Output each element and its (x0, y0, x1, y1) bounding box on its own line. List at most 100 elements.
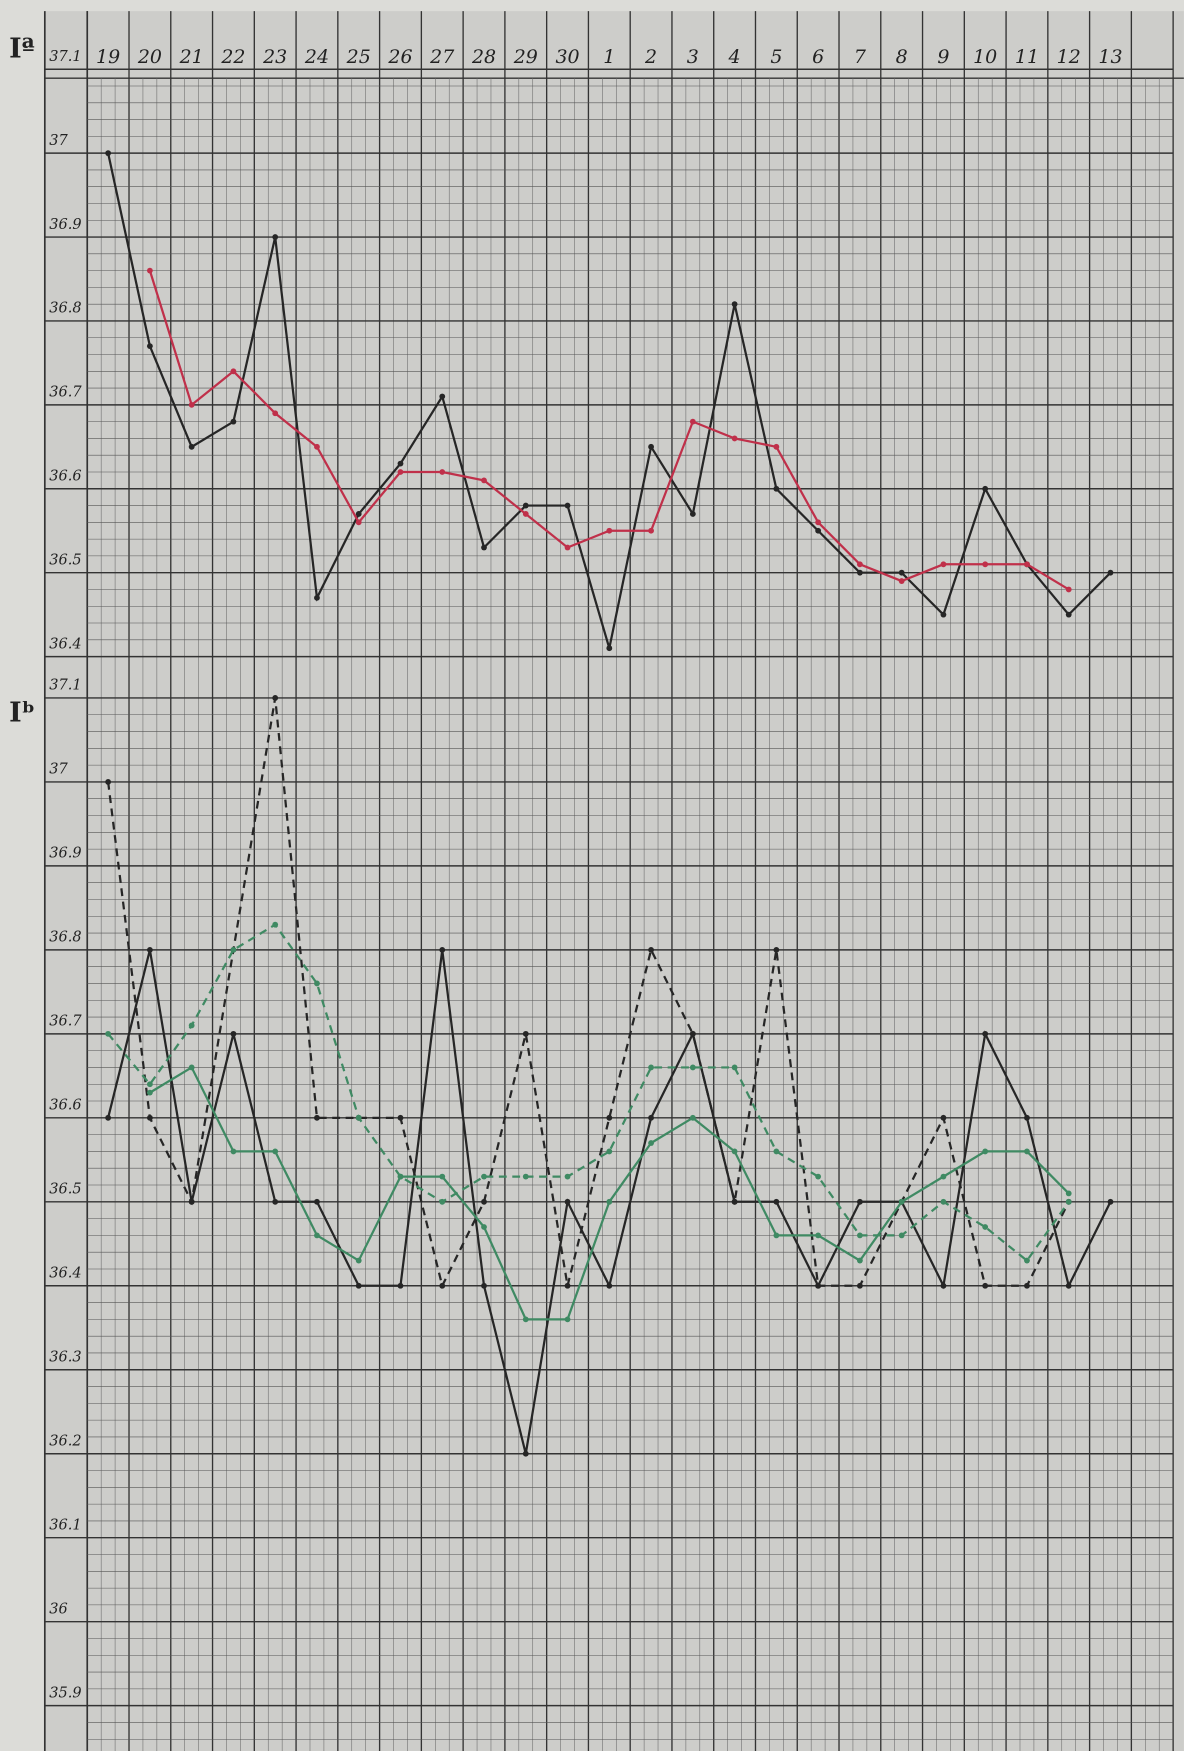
data-point (481, 477, 487, 484)
x-tick-label: 12 (1057, 46, 1081, 68)
y-tick-label: 36.7 (49, 385, 82, 401)
data-point (940, 1173, 947, 1180)
data-point (314, 594, 320, 601)
data-point (1024, 1148, 1030, 1155)
data-point (522, 511, 529, 517)
y-tick-label: 36.6 (49, 1098, 81, 1114)
data-point (940, 1198, 947, 1205)
data-point (1065, 611, 1072, 618)
data-point (439, 1173, 446, 1180)
data-point (355, 511, 362, 517)
data-point (982, 1282, 989, 1289)
data-point (606, 1282, 613, 1289)
x-tick-label: 23 (262, 46, 287, 68)
x-tick-label: 21 (179, 46, 204, 68)
data-point (856, 561, 863, 568)
data-point (230, 1030, 237, 1037)
data-point (689, 1064, 696, 1071)
data-point (272, 234, 279, 240)
data-point (146, 343, 153, 350)
data-point (856, 1257, 863, 1264)
data-point (146, 267, 153, 274)
data-point (397, 460, 404, 467)
y-tick-label: 36.9 (49, 846, 81, 862)
x-tick-label: 20 (137, 46, 162, 68)
data-point (1024, 1257, 1030, 1264)
data-point (564, 1282, 571, 1289)
data-point (1065, 1198, 1072, 1205)
y-tick-label: 37 (49, 762, 68, 778)
data-point (648, 1114, 654, 1121)
data-point (648, 527, 654, 534)
data-point (439, 393, 446, 400)
x-tick-label: 7 (854, 46, 867, 68)
data-point (856, 569, 863, 576)
data-point (522, 502, 529, 509)
data-point (481, 1198, 487, 1205)
data-point (522, 1173, 529, 1180)
data-point (272, 1198, 279, 1205)
data-point (314, 443, 320, 450)
panel-title: Iª (9, 33, 35, 64)
x-tick-label: 11 (1015, 46, 1039, 68)
data-point (188, 1198, 195, 1205)
data-point (689, 418, 696, 425)
data-point (856, 1282, 863, 1289)
data-point (689, 1030, 696, 1037)
data-point (731, 301, 738, 308)
data-point (606, 527, 613, 534)
data-point (314, 980, 320, 987)
data-point (1065, 586, 1072, 593)
data-point (272, 921, 279, 928)
data-point (439, 469, 446, 475)
x-tick-label: 9 (937, 46, 949, 68)
y-tick-label: 36.8 (49, 930, 81, 946)
data-point (522, 1450, 529, 1457)
x-tick-label: 24 (304, 46, 329, 68)
data-point (188, 401, 195, 408)
data-point (1024, 1282, 1030, 1289)
x-tick-label: 1 (603, 46, 615, 68)
data-point (230, 418, 237, 425)
x-tick-label: 2 (644, 46, 657, 68)
data-point (439, 946, 446, 953)
y-tick-label: 36.4 (49, 636, 81, 652)
data-point (606, 645, 613, 652)
data-point (1107, 569, 1114, 576)
x-tick-label: 27 (429, 46, 455, 68)
data-point (188, 1064, 195, 1071)
data-point (773, 485, 780, 492)
x-tick-label: 25 (346, 46, 371, 68)
y-tick-label: 36.5 (49, 1182, 81, 1198)
graph-paper (44, 11, 1184, 1751)
data-point (940, 1282, 947, 1289)
data-point (146, 1081, 153, 1088)
data-point (606, 1114, 613, 1121)
data-point (982, 1224, 989, 1230)
data-point (940, 561, 947, 568)
data-point (606, 1198, 613, 1205)
data-point (773, 946, 780, 953)
data-point (773, 1198, 780, 1205)
y-tick-label: 36.5 (49, 552, 81, 568)
data-point (439, 1282, 446, 1289)
data-point (773, 443, 780, 450)
data-point (815, 1282, 822, 1289)
y-tick-label: 36.4 (49, 1265, 81, 1281)
data-point (481, 1173, 487, 1180)
y-tick-label: 36.6 (49, 468, 81, 484)
x-tick-label: 8 (896, 46, 908, 68)
x-tick-label: 26 (387, 46, 412, 68)
data-point (397, 469, 404, 475)
y-tick-label: 37.1 (49, 49, 81, 65)
data-point (481, 1224, 487, 1230)
data-point (606, 1148, 613, 1155)
data-point (689, 511, 696, 517)
data-point (314, 1232, 320, 1239)
data-point (773, 1232, 780, 1239)
data-point (146, 1089, 153, 1096)
data-point (188, 1022, 195, 1029)
data-point (815, 1232, 822, 1239)
y-tick-label: 36.8 (49, 301, 81, 317)
data-point (982, 1148, 989, 1155)
